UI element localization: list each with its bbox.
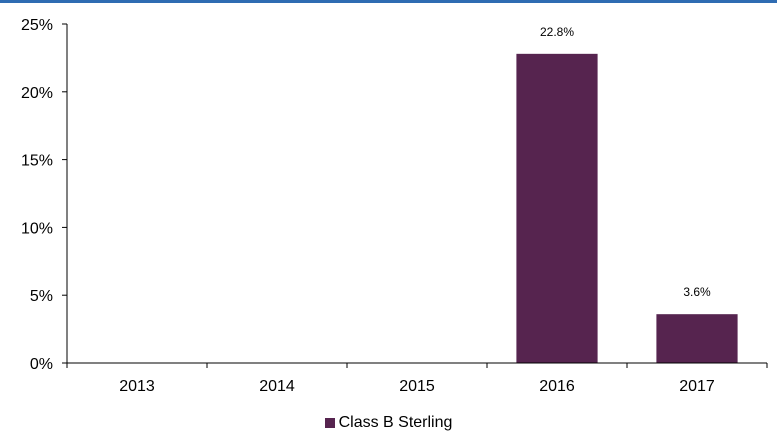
x-axis-ticks: 2013 2014 2015 2016 2017 <box>66 363 768 395</box>
y-tick-label: 0% <box>30 356 53 373</box>
x-tick-label-2015: 2015 <box>399 378 435 395</box>
bar-data-label-2016: 22.8% <box>540 25 574 39</box>
bar-data-labels: 22.8% 3.6% <box>540 25 711 299</box>
x-tick-label-2017: 2017 <box>679 378 715 395</box>
legend: Class B Sterling <box>0 414 777 432</box>
y-tick-label: 25% <box>21 17 53 34</box>
legend-label: Class B Sterling <box>338 414 453 431</box>
y-tick-label: 20% <box>21 85 53 102</box>
x-tick-label-2013: 2013 <box>119 378 155 395</box>
y-tick-label: 10% <box>21 220 53 237</box>
bar-data-label-2017: 3.6% <box>683 285 711 299</box>
x-tick-label-2014: 2014 <box>259 378 295 395</box>
y-tick-label: 15% <box>21 153 53 170</box>
bars <box>516 53 738 363</box>
bar-2016 <box>516 53 598 363</box>
bar-2017 <box>656 314 738 363</box>
top-rule <box>0 0 777 3</box>
legend-swatch <box>324 418 335 428</box>
y-axis-ticks: 0% 5% 10% 15% 20% 25% <box>21 17 67 373</box>
x-tick-label-2016: 2016 <box>539 378 575 395</box>
y-tick-label: 5% <box>30 288 53 305</box>
